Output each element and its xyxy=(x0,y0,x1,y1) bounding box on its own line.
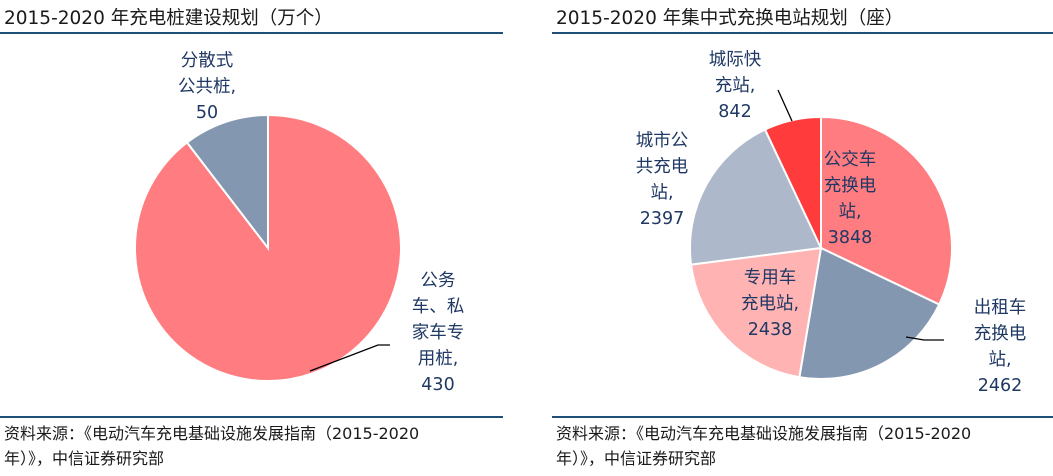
pie-slice-2 xyxy=(798,246,941,380)
slice-label-line: 充换电 xyxy=(974,324,1027,344)
slice-label-line: 车、私 xyxy=(412,297,465,317)
right-source-rule xyxy=(552,416,1053,418)
leader-line-1 xyxy=(309,344,390,372)
slice-label-line: 公交车 xyxy=(824,150,877,170)
pie-slice-4 xyxy=(689,128,823,266)
slice-label-3: 专用车充电站, 2438 xyxy=(741,268,799,340)
pie-slice-1 xyxy=(820,115,953,306)
slice-label-line: 充电站, xyxy=(741,294,799,314)
slice-label-line: 充站, xyxy=(715,76,756,96)
leader-line-5 xyxy=(777,89,793,122)
slice-value: 2438 xyxy=(748,320,793,340)
left-source-line-2: 年）》，中信证券研究部 xyxy=(4,449,165,468)
slice-label-line: 站, xyxy=(988,350,1011,370)
slice-label-line: 出租车 xyxy=(974,298,1027,318)
pie-slice-2 xyxy=(185,113,269,251)
right-chart-title: 2015-2020 年集中式充换电站规划（座） xyxy=(556,8,904,29)
slice-label-line: 充换电 xyxy=(824,176,877,196)
slice-value: 430 xyxy=(421,375,454,395)
left-pie-chart: 公务车、私家车专用桩, 430 分散式公共桩, 50 xyxy=(134,51,465,395)
slice-label-line: 家车专 xyxy=(412,323,465,343)
slice-label-line: 公务 xyxy=(421,271,456,291)
left-source-note: 资料来源：《电动汽车充电基础设施发展指南（2015-2020 年）》，中信证券研… xyxy=(4,421,419,471)
slice-label-line: 城市公 xyxy=(636,131,689,151)
slice-label-1: 公务车、私家车专用桩, 430 xyxy=(412,271,465,395)
left-source-rule xyxy=(0,416,503,418)
left-source-line-1: 资料来源：《电动汽车充电基础设施发展指南（2015-2020 xyxy=(4,424,420,443)
left-chart-panel: 2015-2020 年充电桩建设规划（万个） 公务车、私家车专用桩, 430 分散式… xyxy=(0,0,503,476)
slice-label-2: 分散式公共桩, 50 xyxy=(178,51,236,123)
slice-label-4: 城市公共充电站, 2397 xyxy=(636,131,689,229)
slice-label-line: 用桩, xyxy=(418,349,459,369)
slice-value: 3848 xyxy=(828,228,873,248)
slice-label-line: 公共桩, xyxy=(178,77,236,97)
left-chart-title: 2015-2020 年充电桩建设规划（万个） xyxy=(4,8,333,29)
leader-line-2 xyxy=(905,336,944,341)
right-source-line-2: 年）》，中信证券研究部 xyxy=(556,449,717,468)
pie-slice-3 xyxy=(689,246,823,379)
slice-value: 2462 xyxy=(978,376,1023,396)
slice-label-line: 分散式 xyxy=(181,51,234,71)
slice-label-5: 城际快充站, 842 xyxy=(709,50,762,122)
slice-label-line: 专用车 xyxy=(744,268,797,288)
slice-value: 2397 xyxy=(640,209,685,229)
slice-value: 50 xyxy=(196,103,218,123)
slice-label-line: 站, xyxy=(838,202,861,222)
right-title-rule xyxy=(552,32,1053,34)
pie-slice-1 xyxy=(134,113,402,382)
slice-label-line: 站, xyxy=(650,183,673,203)
slice-label-1: 公交车充换电站, 3848 xyxy=(824,150,877,248)
slice-value: 842 xyxy=(718,102,751,122)
slice-label-2: 出租车充换电站, 2462 xyxy=(974,298,1027,396)
right-source-note: 资料来源：《电动汽车充电基础设施发展指南（2015-2020 年）》，中信证券研… xyxy=(556,421,971,471)
right-source-line-1: 资料来源：《电动汽车充电基础设施发展指南（2015-2020 xyxy=(556,424,972,443)
slice-label-line: 城际快 xyxy=(709,50,762,70)
slice-label-line: 共充电 xyxy=(636,157,689,177)
left-title-rule xyxy=(0,32,503,34)
right-chart-panel: 2015-2020 年集中式充换电站规划（座） 公交车充换电站, 3848 出租车充… xyxy=(552,0,1053,476)
